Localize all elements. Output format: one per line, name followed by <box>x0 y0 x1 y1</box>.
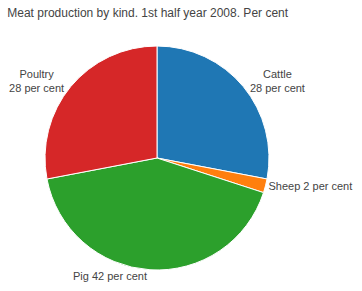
svg-text:Poultry28 per cent: Poultry28 per cent <box>9 68 64 94</box>
svg-text:Cattle28 per cent: Cattle28 per cent <box>250 68 305 94</box>
svg-text:Meat production by kind. 1st h: Meat production by kind. 1st half year 2… <box>7 6 288 20</box>
svg-text:Sheep 2 per cent: Sheep 2 per cent <box>268 180 352 192</box>
svg-text:Pig 42 per cent: Pig 42 per cent <box>73 270 147 282</box>
